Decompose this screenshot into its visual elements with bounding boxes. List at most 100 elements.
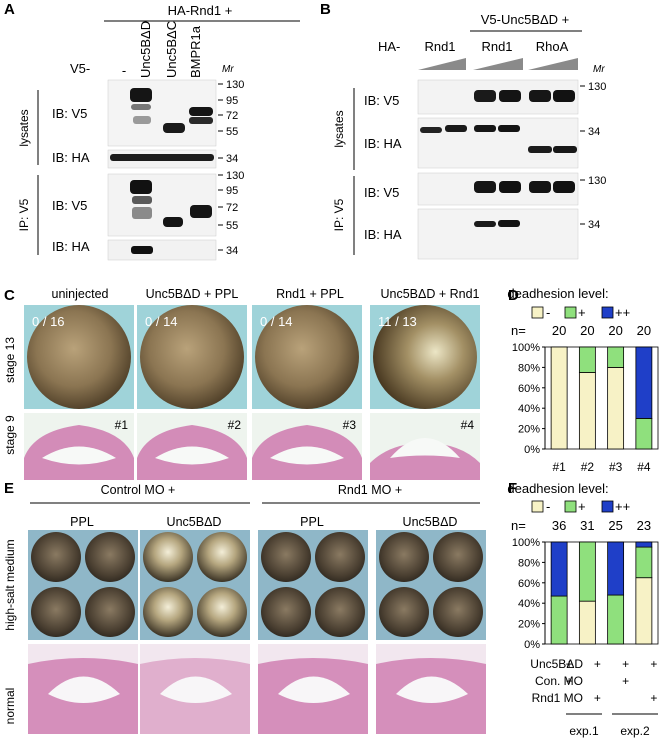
panel-a-side-ip: IP: V5 bbox=[17, 198, 31, 231]
panel-b-blot-label-1: IB: V5 bbox=[364, 93, 399, 108]
section-id: #2 bbox=[228, 418, 242, 432]
panel-a-side-lysates: lysates bbox=[17, 109, 31, 146]
panel-label-c: C bbox=[4, 287, 15, 304]
panel-e-group-2: Rnd1 MO + bbox=[338, 483, 402, 497]
y-tick-label: 20% bbox=[518, 619, 540, 631]
legend-swatch-plus bbox=[564, 500, 577, 513]
concentration-wedges bbox=[418, 58, 578, 70]
panel-e-sub-2: Unc5BΔD bbox=[167, 515, 222, 529]
condition-mark: + bbox=[622, 674, 629, 688]
panel-c-condition-2: Unc5BΔD + PPL bbox=[146, 287, 239, 301]
y-tick-label: 20% bbox=[518, 424, 540, 436]
chart-d: 0% 20% 40% 60% 80% 100% 20 20 20 20 #1 #2 #3 #4 bbox=[512, 323, 659, 474]
blastocoel bbox=[48, 676, 120, 703]
embryo bbox=[315, 532, 365, 582]
panel-a-header: HA-Rnd1 + bbox=[168, 3, 233, 18]
panel-label-e: E bbox=[4, 480, 14, 497]
legend-swatch-plusplus bbox=[601, 500, 614, 513]
embryo bbox=[255, 305, 359, 409]
x-tick-label: #1 bbox=[552, 460, 566, 474]
panel-a-lane-3: Unc5BΔC bbox=[164, 21, 179, 78]
bar-segment-plus bbox=[635, 546, 653, 579]
embryo bbox=[85, 587, 135, 637]
svg-text:34: 34 bbox=[588, 126, 600, 138]
y-tick-label: 100% bbox=[512, 537, 540, 549]
bar-segment-plus bbox=[578, 346, 596, 373]
embryo-count: 0 / 16 bbox=[32, 314, 65, 329]
condition-mark: + bbox=[566, 657, 573, 671]
panel-b-blot-label-2: IB: HA bbox=[364, 136, 402, 151]
legend-label-plus: + bbox=[578, 305, 586, 320]
plot-frame bbox=[544, 541, 659, 645]
embryo bbox=[261, 587, 311, 637]
embryo bbox=[433, 532, 483, 582]
y-tick-label: 40% bbox=[518, 598, 540, 610]
blot-b-lysates-ha bbox=[417, 117, 579, 169]
blot-a-lysates-ha bbox=[107, 149, 217, 169]
legend-label-plusplus: ++ bbox=[615, 305, 630, 320]
svg-text:72: 72 bbox=[226, 110, 238, 122]
bar-segment-plusplus bbox=[635, 346, 653, 419]
legend-swatch-plus bbox=[564, 306, 577, 319]
bar-segment-minus bbox=[578, 600, 596, 645]
n-value: 36 bbox=[552, 518, 566, 533]
plot-frame bbox=[544, 346, 659, 450]
embryo bbox=[261, 532, 311, 582]
y-tick-label: 80% bbox=[518, 362, 540, 374]
bar-segment-plusplus bbox=[635, 541, 653, 548]
svg-text:72: 72 bbox=[226, 202, 238, 214]
blastocoel bbox=[278, 676, 350, 703]
svg-text:130: 130 bbox=[588, 81, 606, 93]
bar-segment-minus bbox=[578, 372, 596, 450]
embryo bbox=[379, 587, 429, 637]
panel-e-sub-3: PPL bbox=[300, 515, 324, 529]
embryo bbox=[85, 532, 135, 582]
blot-b-ip-ha bbox=[417, 208, 579, 260]
section-id: #3 bbox=[343, 418, 357, 432]
y-tick-label: 0% bbox=[524, 444, 540, 456]
bar-segment-plus bbox=[578, 541, 596, 602]
bar-segment-plusplus bbox=[607, 541, 625, 596]
n-value: 25 bbox=[608, 518, 622, 533]
blot-a-lysates-v5 bbox=[107, 79, 217, 147]
embryo bbox=[197, 587, 247, 637]
embryo bbox=[373, 305, 477, 409]
x-tick-label: #2 bbox=[581, 460, 595, 474]
svg-text:130: 130 bbox=[226, 79, 244, 91]
panel-e-sub-4: Unc5BΔD bbox=[403, 515, 458, 529]
bar-segment-plusplus bbox=[550, 541, 568, 597]
legend-label-minus: - bbox=[546, 499, 550, 514]
n-value: 20 bbox=[637, 323, 651, 338]
panel-label-b: B bbox=[320, 1, 331, 18]
embryo bbox=[433, 587, 483, 637]
embryo bbox=[31, 587, 81, 637]
condition-row-label: Unc5BΔD bbox=[530, 657, 583, 671]
bar-segment-minus bbox=[607, 366, 625, 450]
blot-b-lysates-v5 bbox=[417, 79, 579, 115]
section-id: #1 bbox=[115, 418, 129, 432]
panel-label-a: A bbox=[4, 1, 15, 18]
condition-mark: + bbox=[594, 691, 601, 705]
panel-a-blot-label-2: IB: HA bbox=[52, 150, 90, 165]
panel-b-group-2: Rnd1 bbox=[481, 39, 512, 54]
svg-text:34: 34 bbox=[226, 153, 238, 165]
condition-mark: + bbox=[650, 691, 657, 705]
svg-text:130: 130 bbox=[588, 175, 606, 187]
y-tick-label: 0% bbox=[524, 639, 540, 651]
y-tick-label: 60% bbox=[518, 383, 540, 395]
bar-segment-plus bbox=[607, 594, 625, 645]
condition-mark: + bbox=[650, 657, 657, 671]
panel-a-markers: 130 95 72 55 34 130 95 72 55 34 bbox=[218, 79, 244, 257]
y-tick-label: 80% bbox=[518, 557, 540, 569]
legend-label-plus: + bbox=[578, 499, 586, 514]
panel-a-blot-label-4: IB: HA bbox=[52, 239, 90, 254]
n-value: 23 bbox=[637, 518, 651, 533]
panel-d-legend: - + ++ bbox=[531, 305, 630, 320]
bar-segment-minus bbox=[635, 577, 653, 645]
embryo bbox=[197, 532, 247, 582]
svg-text:55: 55 bbox=[226, 126, 238, 138]
embryo bbox=[315, 587, 365, 637]
condition-mark: + bbox=[566, 674, 573, 688]
blastocoel bbox=[160, 676, 232, 703]
